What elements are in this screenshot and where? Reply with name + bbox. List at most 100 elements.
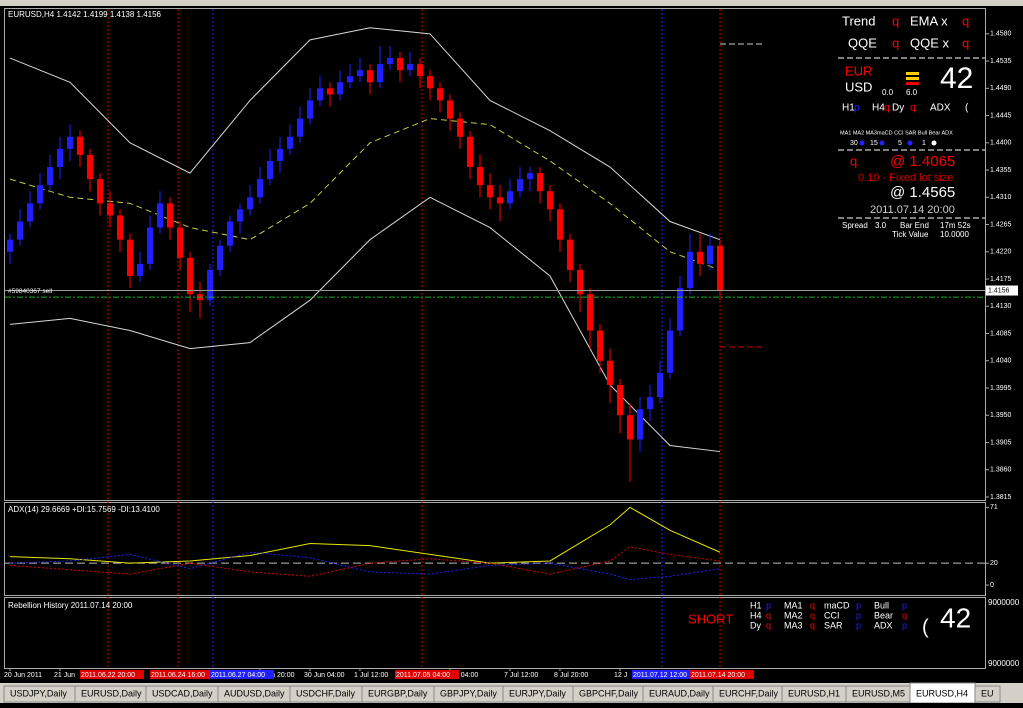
tab-label[interactable]: EURJPY,Daily <box>509 688 566 698</box>
overlay-line <box>9 118 721 271</box>
q: q <box>892 13 899 28</box>
tab-label[interactable]: EURCHF,Daily <box>719 688 779 698</box>
candle-body <box>97 179 103 204</box>
tab-label[interactable]: USDCAD,Daily <box>152 688 213 698</box>
y-tick-label: 71 <box>990 504 998 511</box>
time-marker-bg <box>690 670 754 679</box>
tab-label[interactable]: EURUSD,H4 <box>916 688 968 698</box>
candle-body <box>87 154 93 180</box>
candle-body <box>437 88 443 101</box>
candle-body <box>117 215 123 240</box>
indicator-line <box>9 551 721 581</box>
candle-body <box>547 191 553 210</box>
candle-body <box>247 197 253 210</box>
candle-body <box>77 136 83 155</box>
tab-label[interactable]: EURUSD,M5 <box>852 688 905 698</box>
q: q <box>962 35 969 50</box>
y-tick-label: 1.3815 <box>990 494 1012 501</box>
candle-body <box>717 245 723 291</box>
y-tick-label: 1.4445 <box>990 112 1012 119</box>
tab-label[interactable]: GBPJPY,Daily <box>440 688 497 698</box>
entry: @ 1.4065 <box>890 153 955 170</box>
candle-body <box>607 360 613 385</box>
tab-label[interactable]: EURAUD,Daily <box>649 688 710 698</box>
table-cell: q <box>902 610 907 620</box>
table-cell: Dy <box>750 620 761 630</box>
candle-body <box>277 148 283 161</box>
count: 1 <box>922 140 926 147</box>
candle-body <box>177 227 183 258</box>
candle-body <box>387 58 393 65</box>
currency: EUR <box>845 63 872 78</box>
symbol-info: EURUSD,H4 1.4142 1.4199 1.4138 1.4156 <box>8 10 162 19</box>
indicator-line <box>9 506 721 564</box>
tab-label[interactable]: AUDUSD,Daily <box>224 688 285 698</box>
tab-label[interactable]: EURUSD,Daily <box>81 688 142 698</box>
table-cell: H4 <box>750 610 762 620</box>
candle-body <box>327 88 333 95</box>
table-cell: p <box>856 610 861 620</box>
x-tick-label: 12 J <box>614 672 627 679</box>
candle-body <box>647 397 653 410</box>
x-tick-label: 6 Jul 04:00 <box>444 672 478 679</box>
candle-body <box>357 70 363 77</box>
count: 30 <box>850 140 858 147</box>
price-tag: 1.4156 <box>988 287 1010 294</box>
icon <box>906 77 919 80</box>
timeframe: Dy <box>892 103 904 114</box>
indicator-labels: MA1 MA2 MA3maCD CCI SAR Bull Bear ADX <box>840 130 953 136</box>
tab-label[interactable]: EURGBP,Daily <box>368 688 428 698</box>
y-tick-label: 1.4220 <box>990 249 1012 256</box>
candle-body <box>567 239 573 270</box>
candle-body <box>47 167 53 186</box>
candle-body <box>517 179 523 192</box>
candle-body <box>377 64 383 83</box>
y-tick-label: 1.4355 <box>990 167 1012 174</box>
dot <box>931 140 937 146</box>
candle-body <box>217 245 223 270</box>
candle-body <box>627 415 633 440</box>
y-tick-label: 1.4175 <box>990 276 1012 283</box>
table-cell: p <box>856 600 861 610</box>
candle-body <box>497 197 503 204</box>
y-tick-label: 1.4490 <box>990 85 1012 92</box>
table-cell: p <box>856 620 861 630</box>
value: 6.0 <box>906 88 918 97</box>
candle-body <box>37 185 43 204</box>
candle-body <box>157 203 163 228</box>
label: Bar End <box>900 221 929 230</box>
table-cell: CCI <box>824 610 840 620</box>
candle-body <box>397 58 403 71</box>
x-tick-label: 21 Jun <box>54 672 75 679</box>
y-tick-label: 20 <box>990 560 998 567</box>
tab-label[interactable]: EU <box>981 688 994 698</box>
tab-label[interactable]: GBPCHF,Daily <box>579 688 639 698</box>
y-tick-label: 1.4580 <box>990 31 1012 38</box>
info-panel: Trend q EMA x q QQE q QQE x q EUR USD 0.… <box>838 13 985 239</box>
time-marker: 2011.07.12 12:00 <box>633 672 687 679</box>
timeframe: q <box>910 103 916 114</box>
value: 17m 52s <box>940 221 971 230</box>
table-cell: q <box>810 610 815 620</box>
dot <box>859 140 865 146</box>
indicator-line <box>9 546 721 577</box>
time-marker-bg <box>210 670 274 679</box>
tab-label[interactable]: EURUSD,H1 <box>788 688 840 698</box>
icon <box>906 82 919 85</box>
scale-label: 9000000 <box>988 598 1020 607</box>
x-tick-label: 7 Jul 12:00 <box>504 672 538 679</box>
time-marker-bg <box>395 670 459 679</box>
candle-body <box>317 88 323 101</box>
main-frame <box>4 8 986 501</box>
candle-body <box>487 185 493 198</box>
candle-body <box>127 239 133 276</box>
tab-label[interactable]: USDCHF,Daily <box>296 688 356 698</box>
y-tick-label: 1.4085 <box>990 330 1012 337</box>
y-tick-label: 1.3950 <box>990 412 1012 419</box>
candle-body <box>687 251 693 289</box>
tab[interactable] <box>974 685 1001 703</box>
timeframe: ADX <box>930 103 951 114</box>
tab-label[interactable]: USDJPY,Daily <box>10 688 67 698</box>
